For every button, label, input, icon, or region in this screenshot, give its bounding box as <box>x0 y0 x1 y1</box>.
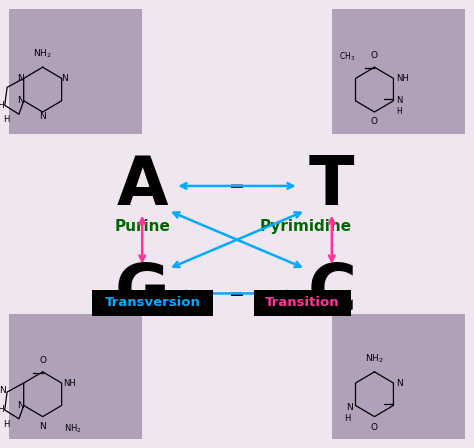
Text: O: O <box>371 423 378 432</box>
Text: NH: NH <box>0 405 5 414</box>
Text: N: N <box>62 74 68 83</box>
Text: N: N <box>0 386 6 395</box>
Bar <box>9 9 142 134</box>
Text: N: N <box>39 422 46 431</box>
Text: NH: NH <box>0 101 5 110</box>
Text: N: N <box>396 379 402 388</box>
Text: C: C <box>307 260 356 327</box>
Text: NH: NH <box>63 379 76 388</box>
Bar <box>254 290 351 316</box>
Text: N: N <box>17 96 24 105</box>
Bar <box>9 314 142 439</box>
Text: N: N <box>39 112 46 121</box>
Text: A: A <box>117 153 168 219</box>
Text: N: N <box>396 96 402 105</box>
Text: NH$_2$: NH$_2$ <box>33 48 52 60</box>
Text: NH$_2$: NH$_2$ <box>365 353 384 365</box>
Text: NH: NH <box>396 74 409 83</box>
Text: -: - <box>229 164 245 207</box>
Text: N: N <box>17 74 24 83</box>
Text: N: N <box>346 403 353 412</box>
Text: CH$_3$: CH$_3$ <box>339 50 356 63</box>
Text: NH$_2$: NH$_2$ <box>64 422 82 435</box>
Text: G: G <box>115 260 170 327</box>
Text: H: H <box>396 107 401 116</box>
Text: T: T <box>309 153 355 219</box>
Text: H: H <box>3 115 9 124</box>
Bar <box>332 314 465 439</box>
Text: N: N <box>17 401 24 410</box>
Text: Purine: Purine <box>114 219 170 234</box>
Text: H: H <box>345 414 351 423</box>
Bar <box>92 290 213 316</box>
Text: O: O <box>371 117 378 126</box>
Text: O: O <box>39 356 46 365</box>
Text: O: O <box>371 52 378 60</box>
Text: Transition: Transition <box>265 296 339 310</box>
Text: Transversion: Transversion <box>105 296 201 310</box>
Text: H: H <box>3 420 9 429</box>
Bar <box>332 9 465 134</box>
Text: -: - <box>229 272 245 315</box>
Text: Pyrimidine: Pyrimidine <box>260 219 352 234</box>
